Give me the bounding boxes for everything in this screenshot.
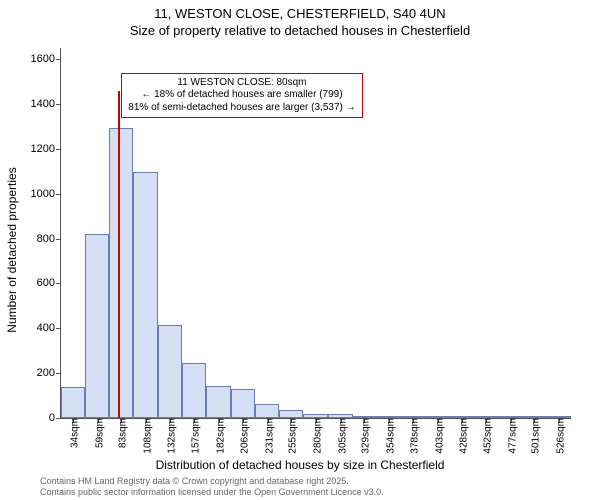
callout-line-2: ← 18% of detached houses are smaller (79… <box>128 89 355 102</box>
x-tick-label: 428sqm <box>455 418 470 454</box>
footer-text: Contains HM Land Registry data © Crown c… <box>40 476 384 498</box>
histogram-bar <box>182 363 207 418</box>
y-tick-label: 1400 <box>15 98 61 110</box>
x-tick-label: 354sqm <box>382 418 397 454</box>
histogram-bar <box>158 325 182 418</box>
x-tick-label: 501sqm <box>527 418 542 454</box>
y-tick-label: 200 <box>15 367 61 379</box>
x-tick-label: 206sqm <box>235 418 250 454</box>
x-tick-label: 231sqm <box>260 418 275 454</box>
y-tick-label: 1000 <box>15 188 61 200</box>
histogram-bar <box>109 128 133 418</box>
plot-area: 0200400600800100012001400160034sqm59sqm8… <box>60 48 571 419</box>
x-tick-label: 255sqm <box>284 418 299 454</box>
y-tick-label: 600 <box>15 277 61 289</box>
x-tick-label: 403sqm <box>430 418 445 454</box>
y-tick-label: 1200 <box>15 143 61 155</box>
histogram-bar <box>85 234 110 418</box>
histogram-bar <box>61 387 85 418</box>
y-tick-label: 400 <box>15 322 61 334</box>
x-tick-label: 378sqm <box>405 418 420 454</box>
footer-line-2: Contains public sector information licen… <box>40 487 384 498</box>
x-axis-label: Distribution of detached houses by size … <box>0 458 600 472</box>
x-tick-label: 108sqm <box>139 418 154 454</box>
x-tick-label: 280sqm <box>309 418 324 454</box>
y-tick-label: 0 <box>15 412 61 424</box>
footer-line-1: Contains HM Land Registry data © Crown c… <box>40 476 384 487</box>
histogram-bar <box>255 404 280 418</box>
x-tick-label: 305sqm <box>333 418 348 454</box>
histogram-bar <box>206 386 231 419</box>
x-tick-label: 34sqm <box>65 418 80 448</box>
callout-box: 11 WESTON CLOSE: 80sqm← 18% of detached … <box>121 73 362 119</box>
x-tick-label: 526sqm <box>552 418 567 454</box>
y-tick-label: 800 <box>15 233 61 245</box>
histogram-bar <box>231 389 255 418</box>
chart-container: 11, WESTON CLOSE, CHESTERFIELD, S40 4UN … <box>0 0 600 500</box>
x-tick-label: 452sqm <box>479 418 494 454</box>
chart-subtitle: Size of property relative to detached ho… <box>0 23 600 38</box>
property-marker-line <box>118 91 120 418</box>
y-tick-label: 1600 <box>15 53 61 65</box>
callout-line-3: 81% of semi-detached houses are larger (… <box>128 102 355 115</box>
histogram-bar <box>279 410 303 418</box>
title-area: 11, WESTON CLOSE, CHESTERFIELD, S40 4UN … <box>0 0 600 38</box>
chart-title: 11, WESTON CLOSE, CHESTERFIELD, S40 4UN <box>0 6 600 21</box>
x-tick-label: 59sqm <box>90 418 105 448</box>
histogram-bar <box>133 172 158 418</box>
x-tick-label: 477sqm <box>503 418 518 454</box>
x-tick-label: 132sqm <box>162 418 177 454</box>
x-tick-label: 329sqm <box>357 418 372 454</box>
x-tick-label: 83sqm <box>114 418 129 448</box>
callout-line-1: 11 WESTON CLOSE: 80sqm <box>128 77 355 90</box>
x-tick-label: 157sqm <box>187 418 202 454</box>
x-tick-label: 182sqm <box>212 418 227 454</box>
